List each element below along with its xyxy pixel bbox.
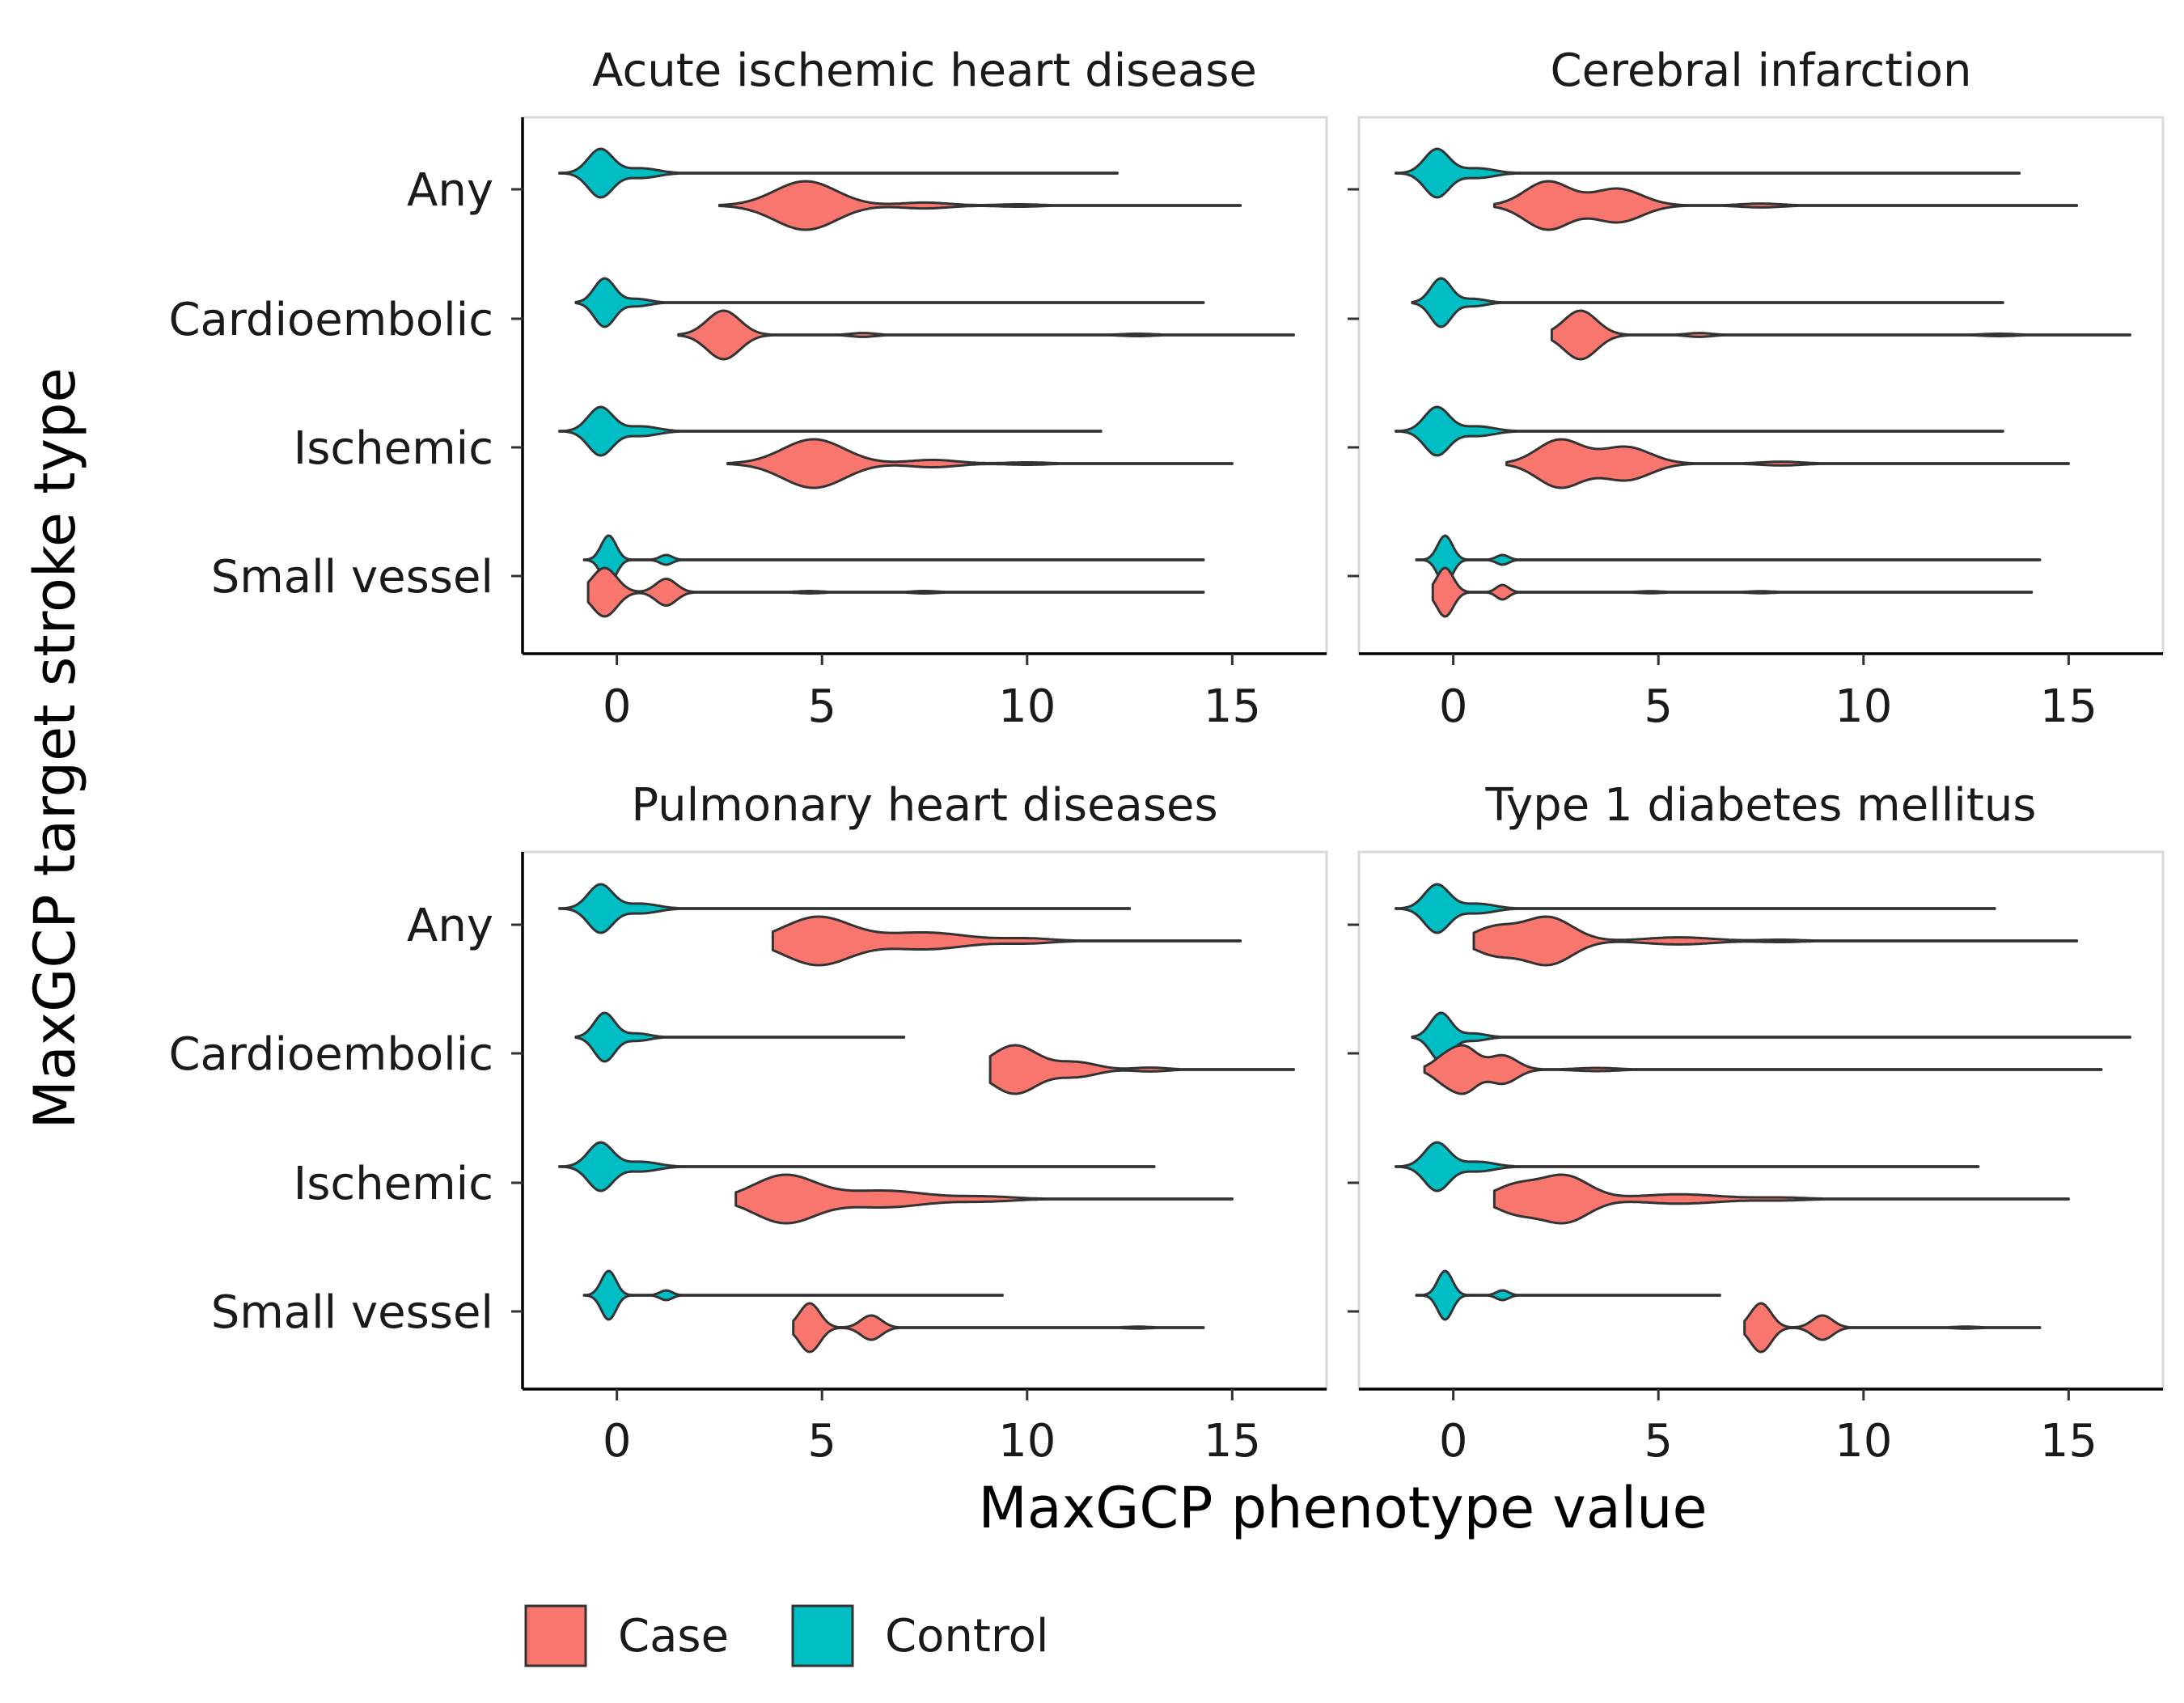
panel-3-x-tick-label-0: 0 bbox=[603, 1415, 632, 1468]
panel-4-violin-cardioembolic-case bbox=[1423, 1044, 2103, 1095]
panel-3-violin-cardioembolic-control bbox=[574, 1011, 906, 1063]
panel-1-violin-cardioembolic-control bbox=[574, 277, 1205, 328]
panel-1-violin-any-control bbox=[558, 147, 1119, 199]
panel-4-violin-any-control bbox=[1395, 883, 1996, 934]
legend-label-case: Case bbox=[618, 1610, 729, 1663]
panel-2-violin-any-case bbox=[1492, 180, 2078, 231]
panel-1-x-tick-label-10: 10 bbox=[998, 680, 1056, 733]
panel-2-title: Cerebral infarction bbox=[1551, 44, 1972, 97]
panel-4-x-tick-label-15: 15 bbox=[2040, 1415, 2097, 1468]
panel-2-x-tick-label-15: 15 bbox=[2040, 680, 2097, 733]
panels-layer: Acute ischemic heart disease 0 5 10 15 Any Car… bbox=[168, 44, 2165, 1468]
panel-1-y-tick-label-ischemic: Ischemic bbox=[294, 422, 493, 475]
panel-1-violin-cardioembolic-case bbox=[677, 309, 1295, 361]
panel-2-violin-any-control bbox=[1395, 147, 2021, 199]
panel-3-title: Pulmonary heart diseases bbox=[631, 779, 1217, 832]
y-axis-title: MaxGCP target stroke type bbox=[22, 367, 88, 1129]
panel-3-violin-small-vessel-control bbox=[582, 1269, 1004, 1321]
panel-3-y-tick-label-small-vessel: Small vessel bbox=[211, 1286, 493, 1339]
panel-3-x-tick-label-10: 10 bbox=[998, 1415, 1056, 1468]
panel-3: Pulmonary heart diseases 0 5 10 15 Any Cardioe… bbox=[168, 779, 1328, 1468]
panel-2-violin-ischemic-control bbox=[1395, 405, 2004, 457]
panel-4-title: Type 1 diabetes mellitus bbox=[1485, 779, 2037, 832]
panel-3-violin-ischemic-case bbox=[734, 1173, 1234, 1225]
panel-4-violin-small-vessel-case bbox=[1743, 1302, 2042, 1354]
panel-4-violin-cardioembolic-control bbox=[1411, 1011, 2131, 1063]
panel-2: Cerebral infarction 0 5 10 15 bbox=[1348, 44, 2165, 733]
panel-4: Type 1 diabetes mellitus 0 5 10 15 bbox=[1348, 779, 2165, 1468]
panel-3-y-tick-label-ischemic: Ischemic bbox=[294, 1158, 493, 1210]
panel-1-x-tick-label-5: 5 bbox=[807, 680, 836, 733]
panel-1-y-tick-label-any: Any bbox=[407, 164, 493, 217]
panel-2-violin-small-vessel-control bbox=[1415, 534, 2042, 586]
panel-1-violin-small-vessel-control bbox=[582, 534, 1205, 586]
panel-4-x-tick-label-5: 5 bbox=[1644, 1415, 1673, 1468]
panel-2-x-tick-label-10: 10 bbox=[1835, 680, 1892, 733]
panel-2-violin-cardioembolic-case bbox=[1550, 309, 2131, 361]
legend-key-case bbox=[524, 1604, 587, 1667]
panel-3-x-tick-label-15: 15 bbox=[1204, 1415, 1261, 1468]
panel-1-violin-ischemic-control bbox=[558, 405, 1103, 457]
legend: Case Control bbox=[524, 1604, 1048, 1667]
panel-1: Acute ischemic heart disease 0 5 10 15 Any Car… bbox=[168, 44, 1328, 733]
panel-1-y-tick-label-cardioembolic: Cardioembolic bbox=[168, 294, 493, 346]
legend-label-control: Control bbox=[885, 1610, 1048, 1663]
panel-3-violin-ischemic-control bbox=[558, 1141, 1156, 1193]
panel-3-y-tick-label-cardioembolic: Cardioembolic bbox=[168, 1028, 493, 1081]
panel-1-x-tick-label-0: 0 bbox=[603, 680, 632, 733]
panel-3-x-tick-label-5: 5 bbox=[807, 1415, 836, 1468]
panel-1-violin-ischemic-case bbox=[726, 438, 1234, 489]
panel-3-violin-small-vessel-case bbox=[792, 1302, 1205, 1354]
panel-3-violin-any-control bbox=[558, 883, 1132, 934]
panel-4-violin-ischemic-case bbox=[1492, 1173, 2070, 1225]
panel-4-violin-any-case bbox=[1472, 915, 2078, 967]
panel-1-x-tick-label-15: 15 bbox=[1204, 680, 1261, 733]
panel-1-y-tick-label-small-vessel: Small vessel bbox=[211, 551, 493, 604]
panel-4-violin-small-vessel-control bbox=[1415, 1269, 1721, 1321]
panel-2-violin-small-vessel-case bbox=[1431, 566, 2034, 618]
panel-4-x-tick-label-0: 0 bbox=[1439, 1415, 1468, 1468]
panel-2-x-tick-label-0: 0 bbox=[1439, 680, 1468, 733]
panel-1-violin-any-case bbox=[717, 180, 1242, 231]
panel-1-violin-small-vessel-case bbox=[586, 566, 1205, 618]
panel-4-x-tick-label-10: 10 bbox=[1835, 1415, 1892, 1468]
panel-2-violin-cardioembolic-control bbox=[1411, 277, 2004, 328]
panel-3-y-tick-label-any: Any bbox=[407, 900, 493, 952]
panel-2-violin-ischemic-case bbox=[1505, 438, 2070, 489]
panel-3-violin-any-case bbox=[771, 915, 1242, 967]
panel-2-x-tick-label-5: 5 bbox=[1644, 680, 1673, 733]
legend-key-control bbox=[791, 1604, 854, 1667]
x-axis-title: MaxGCP phenotype value bbox=[978, 1475, 1707, 1541]
panel-3-violin-cardioembolic-case bbox=[988, 1044, 1295, 1095]
panel-4-violin-ischemic-control bbox=[1395, 1141, 1980, 1193]
panel-1-title: Acute ischemic heart disease bbox=[592, 44, 1257, 97]
